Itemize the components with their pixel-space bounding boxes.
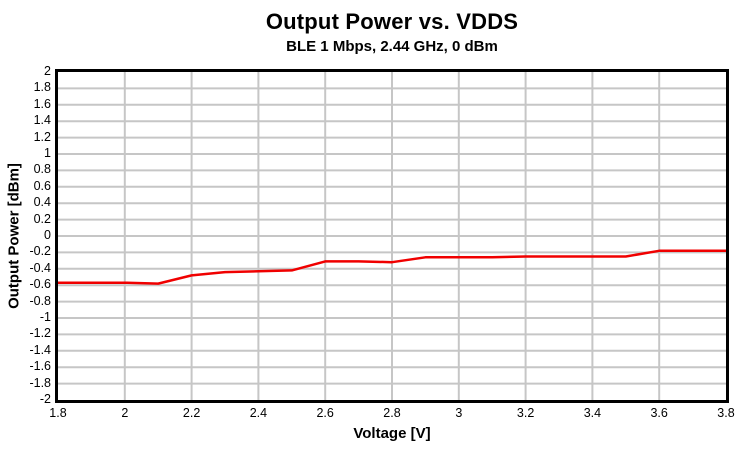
x-tick-label: 2.8	[383, 406, 401, 420]
plot-svg	[58, 72, 726, 400]
y-tick-label: -1.8	[29, 375, 51, 390]
y-tick-label: -1.6	[29, 359, 51, 374]
x-tick-label: 3.6	[650, 406, 668, 420]
y-tick-label: 0	[44, 228, 51, 242]
y-tick-label: -0.4	[29, 260, 51, 275]
plot-area	[55, 69, 729, 403]
x-tick-label: 3.2	[516, 406, 535, 420]
x-axis-title: Voltage [V]	[353, 425, 431, 442]
y-tick-label: 1.8	[33, 80, 51, 95]
output-power-line	[58, 249, 726, 285]
chart-subtitle: BLE 1 Mbps, 2.44 GHz, 0 dBm	[286, 38, 498, 55]
x-tick-label: 3.8	[717, 406, 735, 420]
y-tick-label: 1.6	[33, 96, 51, 111]
y-tick-label: -1.4	[29, 342, 51, 357]
y-tick-label: -2	[39, 392, 51, 406]
x-tick-label: 2	[121, 406, 129, 420]
y-tick-label: 0.8	[33, 162, 51, 177]
x-tick-label: 2.4	[249, 406, 268, 420]
y-tick-label: -1.2	[29, 326, 51, 341]
y-tick-label: 2	[44, 64, 51, 78]
x-tick-label: 3.4	[583, 406, 602, 420]
y-tick-label: 0.2	[33, 211, 51, 226]
y-tick-label: -0.8	[29, 293, 51, 308]
chart-title: Output Power vs. VDDS	[265, 9, 519, 34]
y-tick-label: -0.2	[29, 244, 51, 259]
y-tick-label: 1.4	[33, 113, 51, 128]
y-tick-label: 1	[44, 146, 51, 160]
y-tick-label: 0.4	[33, 195, 51, 210]
x-tick-label: 2.6	[316, 406, 334, 420]
x-tick-label: 3	[455, 406, 463, 420]
y-tick-label: -1	[39, 310, 51, 324]
x-tick-label: 1.8	[49, 406, 67, 420]
y-tick-label: -0.6	[29, 277, 51, 292]
x-tick-label: 2.2	[182, 406, 201, 420]
y-tick-label: 1.2	[33, 129, 51, 144]
gridlines	[58, 72, 726, 400]
y-tick-label: 0.6	[33, 178, 51, 193]
